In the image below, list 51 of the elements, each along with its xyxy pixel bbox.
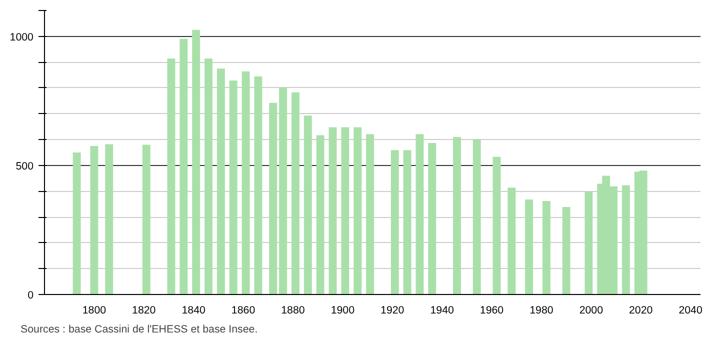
x-tick-label: 1880 [281,304,305,316]
bar [416,134,424,294]
bar [622,185,630,294]
bar [525,199,534,294]
bar [584,192,593,294]
x-tick-label: 1960 [480,304,504,316]
bar [562,206,570,294]
bar [428,142,436,294]
x-tick-label: 2000 [579,304,604,316]
y-tick-label: 0 [28,290,34,302]
bar [105,144,114,294]
bar [242,71,250,294]
bar [90,146,98,294]
x-tick-label: 1980 [530,304,554,316]
bar [453,137,461,294]
bar [142,144,150,294]
bar [254,76,262,294]
bar [167,58,176,294]
bar [508,188,516,294]
x-tick-label: 1860 [231,304,256,316]
bar [180,38,188,294]
bar [341,127,350,294]
x-tick-label: 2040 [678,304,702,316]
bar [390,150,399,294]
y-tick-label: 1000 [10,31,34,44]
bar [354,127,362,294]
source-note: Sources : base Cassini de l'EHESS et base Insee. [20,324,258,336]
x-tick-label: 1820 [132,304,156,316]
x-tick-label: 1840 [182,304,206,316]
bar [492,156,501,294]
bar [542,201,550,294]
bar [316,135,324,294]
bar [403,150,412,294]
x-tick-label: 1920 [380,304,404,316]
bar [304,116,312,294]
bar [229,80,238,294]
bar [204,58,212,294]
x-tick-label: 2020 [629,304,653,316]
bar [472,139,481,294]
bar [216,68,225,294]
bar [72,152,81,294]
x-tick-label: 1800 [82,304,106,316]
bar [366,134,374,294]
x-tick-label: 1900 [330,304,355,316]
x-tick-label: 1940 [430,304,454,316]
bar [291,92,300,294]
y-tick-label: 500 [16,160,34,172]
bar [269,102,278,294]
bar [328,127,337,294]
bar [192,30,200,294]
bar [279,88,288,294]
